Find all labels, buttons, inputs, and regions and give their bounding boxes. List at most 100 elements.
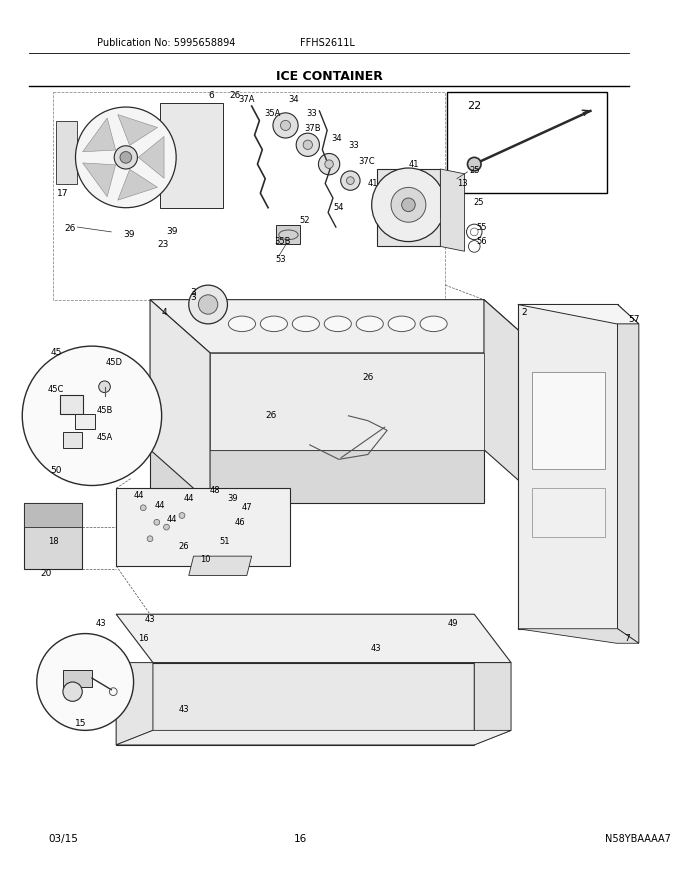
Polygon shape [377,169,441,246]
Text: 7: 7 [624,634,630,643]
Circle shape [347,177,354,185]
Text: 57: 57 [628,314,640,324]
Text: 35A: 35A [265,109,281,118]
Text: 46: 46 [235,517,245,527]
Circle shape [325,160,333,168]
Polygon shape [116,614,511,663]
Text: 20: 20 [41,569,52,578]
Text: 26: 26 [179,542,189,551]
Polygon shape [83,118,116,151]
Text: 44: 44 [184,494,194,502]
Polygon shape [83,163,116,197]
Circle shape [114,146,137,169]
Circle shape [147,536,153,541]
Ellipse shape [324,316,352,332]
Text: 18: 18 [48,537,58,546]
Polygon shape [518,628,639,643]
Text: 26: 26 [362,372,373,382]
Text: 39: 39 [123,231,135,239]
Bar [24,502,82,568]
Text: 16: 16 [294,833,307,844]
Text: 35B: 35B [274,237,291,246]
Text: 6: 6 [208,91,214,100]
Text: 41: 41 [367,179,378,188]
Polygon shape [116,663,153,744]
Polygon shape [276,225,300,245]
Text: 34: 34 [332,134,342,143]
Text: 39: 39 [167,227,178,237]
Text: 45: 45 [50,348,62,357]
Text: 26: 26 [265,411,277,421]
Text: 49: 49 [447,620,458,628]
Text: ICE CONTAINER: ICE CONTAINER [275,70,383,83]
Polygon shape [617,304,639,643]
Circle shape [303,140,312,150]
Text: 45D: 45D [105,358,122,367]
Circle shape [318,153,340,175]
Text: FFHS2611L: FFHS2611L [300,38,355,48]
Text: 43: 43 [370,643,381,653]
Text: 45C: 45C [48,385,65,394]
Text: 43: 43 [95,620,106,628]
Polygon shape [532,488,605,537]
Ellipse shape [420,316,447,332]
Circle shape [75,107,176,208]
Polygon shape [441,184,460,217]
Circle shape [296,133,320,157]
Bar [63,432,82,448]
Circle shape [37,634,133,730]
Circle shape [391,187,426,223]
Text: 37B: 37B [305,124,321,133]
Polygon shape [118,169,158,200]
Text: 4: 4 [162,308,167,317]
Circle shape [467,158,481,171]
Polygon shape [56,121,78,184]
Text: 53: 53 [275,254,286,263]
Text: 51: 51 [220,537,230,546]
Text: 44: 44 [167,515,177,524]
Polygon shape [532,372,605,469]
Text: 56: 56 [477,237,488,246]
Circle shape [179,512,185,518]
Circle shape [120,151,132,163]
Text: 43: 43 [179,705,189,714]
Polygon shape [441,169,464,252]
Text: 26: 26 [64,224,75,233]
Text: 45B: 45B [97,407,113,415]
Text: 37A: 37A [239,95,255,104]
Polygon shape [518,304,639,324]
Polygon shape [116,488,290,566]
Polygon shape [150,300,210,502]
Text: 43: 43 [145,614,155,624]
Polygon shape [160,103,222,208]
Polygon shape [116,730,511,744]
Text: 55: 55 [477,223,488,231]
Text: 3: 3 [190,289,197,297]
Polygon shape [24,502,82,527]
Text: 17: 17 [57,188,69,198]
Text: 37C: 37C [358,157,375,165]
Text: 10: 10 [200,554,210,563]
Bar [75,414,95,429]
Text: 22: 22 [467,101,481,111]
Polygon shape [139,136,164,179]
Circle shape [99,381,110,392]
Text: 16: 16 [138,634,148,643]
Circle shape [22,346,162,486]
Polygon shape [118,114,158,145]
Circle shape [140,505,146,510]
Circle shape [199,295,218,314]
Text: 39: 39 [227,494,237,502]
Text: 2: 2 [522,308,528,317]
Circle shape [402,198,415,211]
Circle shape [189,285,227,324]
Polygon shape [484,300,544,502]
Text: 23: 23 [157,240,168,249]
Polygon shape [116,663,474,744]
Circle shape [341,171,360,190]
Text: 54: 54 [333,203,344,212]
Ellipse shape [228,316,256,332]
Text: 34: 34 [288,95,299,104]
Text: 41: 41 [409,159,420,169]
Text: 47: 47 [241,503,252,512]
